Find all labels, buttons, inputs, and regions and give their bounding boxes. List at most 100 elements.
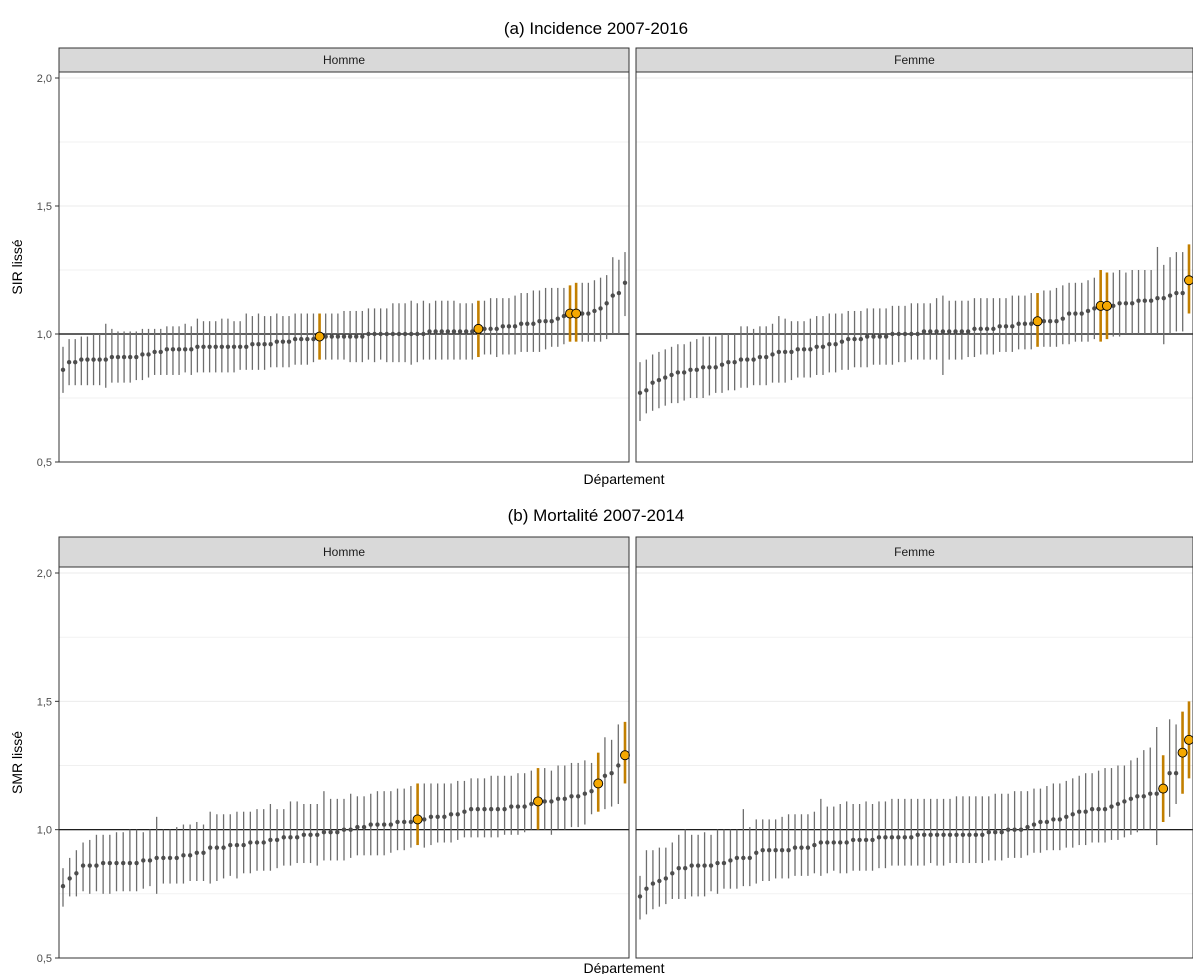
estimate-point (876, 835, 882, 840)
estimate-point (1128, 796, 1134, 802)
estimate-point (700, 365, 706, 370)
estimate-point (808, 347, 813, 352)
estimate-point (66, 359, 72, 365)
estimate-point (909, 835, 914, 840)
estimate-point (637, 390, 643, 396)
estimate-point (207, 344, 212, 349)
estimate-point (863, 837, 869, 843)
estimate-point (1142, 298, 1148, 303)
estimate-point (494, 326, 499, 332)
estimate-point (857, 837, 862, 843)
facet-strip-label: Femme (894, 545, 935, 559)
estimate-point (795, 347, 800, 352)
estimate-point (241, 842, 246, 848)
estimate-point (941, 832, 946, 837)
estimate-point (348, 827, 353, 832)
estimate-point (97, 357, 102, 362)
estimate-point (549, 319, 554, 324)
estimate-point (127, 860, 133, 866)
estimate-point (274, 339, 280, 344)
estimate-point (549, 799, 554, 804)
estimate-point (225, 344, 231, 349)
estimate-point (782, 349, 788, 355)
estimate-point (779, 848, 785, 853)
estimate-point (268, 342, 273, 347)
estimate-point (592, 308, 597, 314)
estimate-point (201, 344, 206, 349)
estimate-point (675, 370, 681, 375)
estimate-point (928, 832, 933, 837)
estimate-point (909, 331, 914, 337)
estimate-point (839, 339, 845, 344)
estimate-point (846, 336, 851, 342)
estimate-point (915, 331, 920, 337)
estimate-point-highlight (533, 796, 543, 807)
estimate-point (721, 860, 727, 866)
facet-strip (58, 47, 630, 73)
estimate-point (954, 832, 959, 837)
estimate-point (818, 840, 824, 845)
estimate-point (121, 354, 127, 360)
estimate-point (328, 830, 333, 835)
estimate-point (187, 853, 193, 858)
estimate-point (301, 832, 307, 837)
estimate-point (167, 855, 173, 861)
estimate-point (60, 883, 66, 889)
estimate-point (147, 858, 153, 863)
estimate-point (656, 377, 662, 383)
estimate-point (85, 357, 90, 362)
estimate-point (947, 832, 953, 837)
estimate-point (760, 848, 765, 853)
estimate-point (663, 876, 669, 881)
estimate-point (164, 347, 170, 352)
y-tick-label: 1,5 (37, 696, 52, 708)
estimate-point (997, 324, 1002, 329)
estimate-point (770, 352, 775, 357)
estimate-point (708, 863, 714, 868)
estimate-point (1136, 298, 1141, 303)
estimate-point (329, 334, 334, 339)
estimate-point-highlight (1102, 300, 1112, 311)
estimate-point (127, 354, 133, 360)
panel-homme: Homme (58, 536, 630, 959)
estimate-point (799, 845, 804, 850)
estimate-point (694, 367, 699, 373)
estimate-point (728, 858, 733, 863)
estimate-point (745, 357, 750, 362)
estimate-point (288, 835, 293, 840)
estimate-point (529, 801, 534, 807)
estimate-point (308, 832, 313, 837)
estimate-point (366, 331, 371, 337)
y-tick-label: 2,0 (37, 568, 52, 580)
estimate-point (683, 865, 688, 871)
estimate-point (427, 329, 432, 334)
estimate-point (219, 344, 225, 349)
estimate-point (852, 336, 857, 342)
estimate-point (1173, 771, 1179, 776)
estimate-point (833, 342, 838, 347)
estimate-point (256, 342, 261, 347)
estimate-point (1135, 794, 1140, 799)
estimate-point-highlight (1177, 747, 1188, 758)
estimate-point (378, 331, 383, 337)
estimate-point (254, 840, 260, 845)
estimate-point (650, 881, 656, 886)
estimate-point (707, 365, 712, 370)
estimate-point (134, 860, 139, 866)
chart-title: (a) Incidence 2007-2016 (504, 19, 688, 38)
estimate-point (468, 806, 474, 812)
estimate-point (812, 842, 817, 848)
estimate-point (201, 850, 206, 855)
estimate-point (670, 871, 675, 876)
estimate-point (495, 806, 501, 812)
estimate-point-highlight (412, 814, 423, 825)
estimate-point (757, 354, 763, 360)
estimate-point (734, 855, 740, 861)
estimate-point-highlight (1184, 275, 1193, 286)
estimate-point (947, 329, 952, 334)
estimate-point (463, 329, 469, 334)
estimate-point (741, 855, 746, 861)
estimate-point (896, 835, 901, 840)
estimate-point (360, 334, 365, 339)
